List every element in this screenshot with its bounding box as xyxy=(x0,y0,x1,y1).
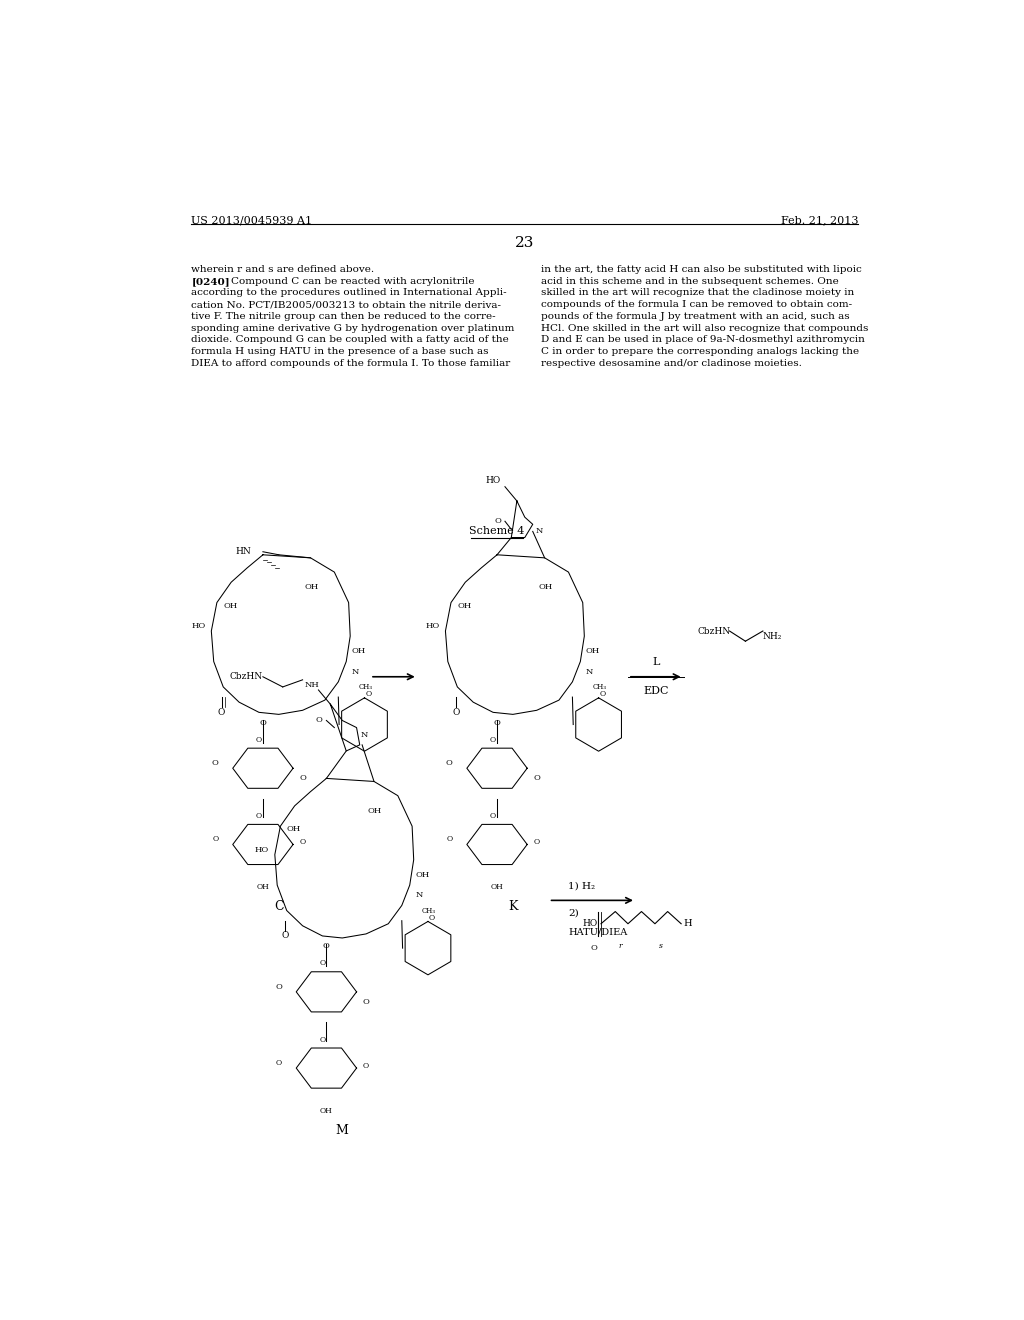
Text: in the art, the fatty acid H can also be substituted with lipoic: in the art, the fatty acid H can also be… xyxy=(541,265,861,275)
Text: O: O xyxy=(446,836,453,843)
Text: 1) H₂: 1) H₂ xyxy=(568,882,596,890)
Text: O: O xyxy=(452,708,460,717)
Text: O: O xyxy=(494,718,501,726)
Text: NH₂: NH₂ xyxy=(763,631,782,640)
Text: [0240]: [0240] xyxy=(191,277,230,286)
Text: C in order to prepare the corresponding analogs lacking the: C in order to prepare the corresponding … xyxy=(541,347,859,356)
Text: cation No. PCT/IB2005/003213 to obtain the nitrile deriva-: cation No. PCT/IB2005/003213 to obtain t… xyxy=(191,300,502,309)
Text: HN: HN xyxy=(236,548,251,556)
Text: O: O xyxy=(319,1036,326,1044)
Text: US 2013/0045939 A1: US 2013/0045939 A1 xyxy=(191,215,312,226)
Text: O: O xyxy=(362,998,370,1006)
Text: O: O xyxy=(495,517,501,525)
Text: H: H xyxy=(684,919,692,928)
Text: OH: OH xyxy=(304,583,318,591)
Text: OH: OH xyxy=(416,871,429,879)
Text: CH₃: CH₃ xyxy=(592,682,606,690)
Text: O: O xyxy=(366,690,372,698)
Text: formula H using HATU in the presence of a base such as: formula H using HATU in the presence of … xyxy=(191,347,489,356)
Text: compounds of the formula I can be removed to obtain com-: compounds of the formula I can be remove… xyxy=(541,300,852,309)
Text: CbzHN: CbzHN xyxy=(229,672,263,681)
Text: O: O xyxy=(275,1059,282,1067)
Text: O: O xyxy=(323,942,330,950)
Text: N: N xyxy=(352,668,359,676)
Text: O: O xyxy=(490,812,496,820)
Text: N: N xyxy=(536,528,543,536)
Text: acid in this scheme and in the subsequent schemes. One: acid in this scheme and in the subsequen… xyxy=(541,277,839,286)
Text: HO: HO xyxy=(485,477,501,484)
Text: O: O xyxy=(315,717,323,725)
Text: O: O xyxy=(429,913,435,921)
Text: N: N xyxy=(586,668,593,676)
Text: OH: OH xyxy=(321,1106,333,1114)
Text: 2): 2) xyxy=(568,908,580,917)
Text: CH₃: CH₃ xyxy=(422,907,435,915)
Text: s: s xyxy=(659,942,664,950)
Text: O: O xyxy=(256,812,262,820)
Text: O: O xyxy=(364,1063,369,1071)
Text: HO: HO xyxy=(191,622,206,630)
Text: HCl. One skilled in the art will also recognize that compounds: HCl. One skilled in the art will also re… xyxy=(541,323,868,333)
Text: O: O xyxy=(599,690,605,698)
Text: according to the procedures outlined in International Appli-: according to the procedures outlined in … xyxy=(191,289,507,297)
Text: skilled in the art will recognize that the cladinose moiety in: skilled in the art will recognize that t… xyxy=(541,289,854,297)
Text: OH: OH xyxy=(368,807,382,814)
Text: O: O xyxy=(446,759,453,767)
Text: sponding amine derivative G by hydrogenation over platinum: sponding amine derivative G by hydrogena… xyxy=(191,323,515,333)
Text: NH: NH xyxy=(304,681,318,689)
Text: EDC: EDC xyxy=(643,686,669,696)
Text: N: N xyxy=(360,731,368,739)
Text: dioxide. Compound G can be coupled with a fatty acid of the: dioxide. Compound G can be coupled with … xyxy=(191,335,509,345)
Text: OH: OH xyxy=(223,602,238,610)
Text: O: O xyxy=(299,775,306,783)
Text: D and E can be used in place of 9a-N-dosmethyl azithromycin: D and E can be used in place of 9a-N-dos… xyxy=(541,335,864,345)
Text: HO: HO xyxy=(583,919,598,928)
Text: CH₃: CH₃ xyxy=(358,682,372,690)
Text: OH: OH xyxy=(257,883,269,891)
Text: Scheme 4: Scheme 4 xyxy=(469,527,524,536)
Text: OH: OH xyxy=(490,883,504,891)
Text: OH: OH xyxy=(539,583,553,591)
Text: wherein r and s are defined above.: wherein r and s are defined above. xyxy=(191,265,375,275)
Text: O: O xyxy=(212,759,219,767)
Text: respective desosamine and/or cladinose moieties.: respective desosamine and/or cladinose m… xyxy=(541,359,802,368)
Text: O: O xyxy=(282,932,289,940)
Text: C: C xyxy=(274,900,284,913)
Text: O: O xyxy=(490,735,496,743)
Text: K: K xyxy=(508,900,518,913)
Text: HO: HO xyxy=(426,622,440,630)
Text: L: L xyxy=(652,656,659,667)
Text: O: O xyxy=(319,960,326,968)
Text: O: O xyxy=(218,708,225,717)
Text: O: O xyxy=(212,836,218,843)
Text: pounds of the formula J by treatment with an acid, such as: pounds of the formula J by treatment wit… xyxy=(541,312,849,321)
Text: O: O xyxy=(259,718,266,726)
Text: OH: OH xyxy=(458,602,472,610)
Text: HO: HO xyxy=(255,846,269,854)
Text: O: O xyxy=(256,735,262,743)
Text: r: r xyxy=(618,942,622,950)
Text: CbzHN: CbzHN xyxy=(697,627,731,635)
Text: DIEA to afford compounds of the formula I. To those familiar: DIEA to afford compounds of the formula … xyxy=(191,359,511,368)
Text: O: O xyxy=(591,944,597,952)
Text: OH: OH xyxy=(287,825,301,833)
Text: O: O xyxy=(534,838,540,846)
Text: OH: OH xyxy=(352,647,366,655)
Text: N: N xyxy=(416,891,423,899)
Text: 23: 23 xyxy=(515,236,535,249)
Text: O: O xyxy=(300,838,305,846)
Text: O: O xyxy=(275,983,283,991)
Text: Compound C can be reacted with acrylonitrile: Compound C can be reacted with acrylonit… xyxy=(231,277,475,286)
Text: OH: OH xyxy=(586,647,600,655)
Text: HATU/DIEA: HATU/DIEA xyxy=(568,928,628,937)
Text: tive F. The nitrile group can then be reduced to the corre-: tive F. The nitrile group can then be re… xyxy=(191,312,496,321)
Text: Feb. 21, 2013: Feb. 21, 2013 xyxy=(780,215,858,226)
Text: O: O xyxy=(534,775,540,783)
Text: M: M xyxy=(336,1125,349,1137)
